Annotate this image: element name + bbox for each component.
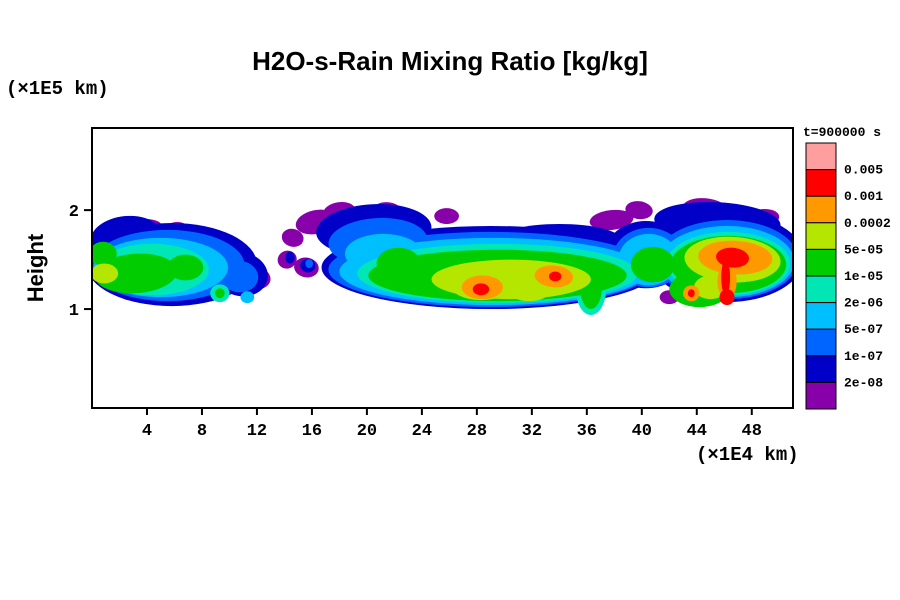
x-tick-label: 28 (467, 422, 487, 441)
time-annotation: t=900000 s (803, 125, 882, 140)
contour-band (281, 228, 304, 247)
plot-frame (91, 127, 794, 409)
x-tick-label: 24 (412, 422, 432, 441)
x-tick-label: 16 (302, 422, 322, 441)
colorbar-swatch (805, 302, 837, 330)
contour-band (215, 288, 225, 299)
contour-band (625, 201, 653, 220)
colorbar-swatch (805, 248, 837, 277)
contour-band (167, 254, 204, 281)
x-axis-unit-label: (×1E4 km) (696, 444, 799, 466)
colorbar-level-label: 1e-07 (844, 349, 883, 364)
x-tick-label: 40 (632, 422, 652, 441)
colorbar-swatch (805, 222, 837, 250)
contour-band (630, 246, 675, 283)
contour-band (94, 253, 178, 294)
colorbar-swatch (805, 275, 837, 304)
colorbar-swatch (805, 328, 837, 357)
y-axis-unit-label: (×1E5 km) (6, 78, 109, 100)
contour-band (305, 259, 314, 268)
x-tick-label: 36 (577, 422, 597, 441)
contour-band (92, 241, 117, 266)
colorbar-level-label: 0.0002 (844, 216, 891, 231)
colorbar-swatch (805, 195, 837, 224)
x-tick-label: 4 (142, 422, 152, 441)
contour-band (549, 271, 562, 282)
x-tick-label: 12 (247, 422, 267, 441)
contour-band (589, 209, 634, 231)
colorbar-level-label: 2e-08 (844, 375, 883, 390)
contour-band (472, 283, 490, 296)
contour-band (721, 259, 731, 296)
y-tick-label: 1 (69, 302, 79, 321)
colorbar-level-label: 2e-06 (844, 296, 883, 311)
contour-band (240, 291, 255, 304)
contour-band (719, 289, 735, 306)
x-tick-label: 20 (357, 422, 377, 441)
colorbar-level-label: 5e-07 (844, 322, 883, 337)
colorbar-level-label: 5e-05 (844, 242, 883, 257)
chart-title: H2O-s-Rain Mixing Ratio [kg/kg] (252, 46, 648, 76)
colorbar-level-label: 1e-05 (844, 269, 883, 284)
x-tick-label: 48 (742, 422, 762, 441)
contour-band (285, 251, 295, 264)
x-tick-label: 44 (687, 422, 707, 441)
colorbar-swatch (805, 169, 837, 197)
colorbar-swatch (805, 355, 837, 383)
contour-band (687, 289, 695, 298)
y-tick-label: 2 (69, 203, 79, 222)
contour-band (92, 263, 119, 284)
colorbar-level-label: 0.005 (844, 163, 883, 178)
contour-band (508, 281, 550, 302)
contour-field (92, 198, 793, 315)
x-tick-label: 32 (522, 422, 542, 441)
contour-band (376, 247, 421, 280)
contour-band (434, 208, 459, 224)
colorbar-swatch (805, 381, 837, 410)
colorbar-swatch (805, 142, 837, 171)
colorbar-level-label: 0.001 (844, 189, 883, 204)
contour-band (219, 260, 259, 293)
x-tick-label: 8 (197, 422, 207, 441)
